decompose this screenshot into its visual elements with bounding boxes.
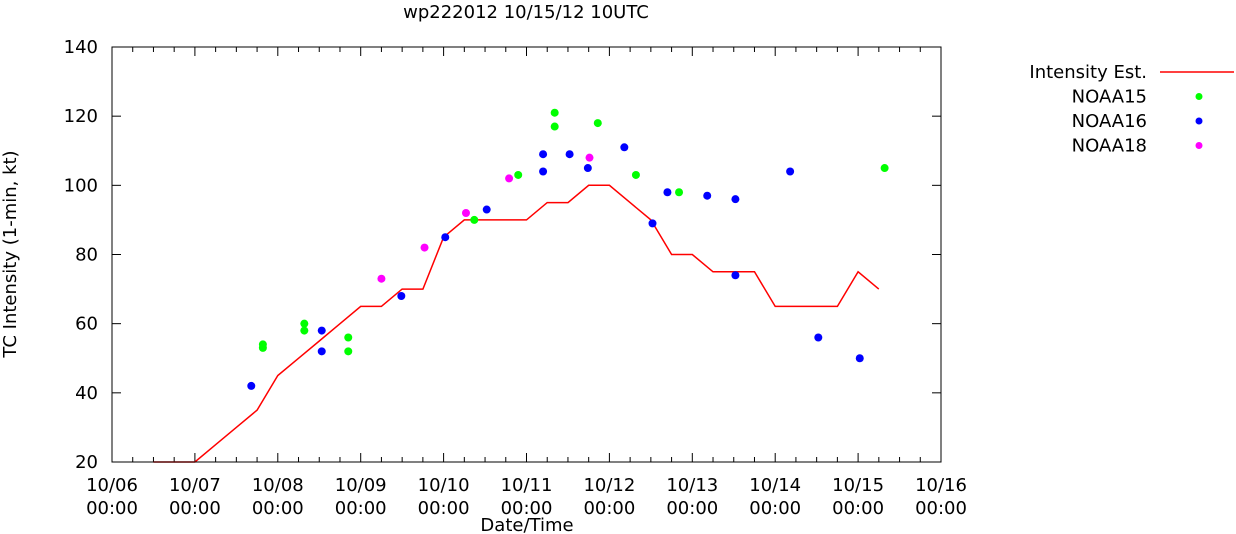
y-tick-label: 20 (75, 452, 98, 473)
x-tick-label-time: 00:00 (86, 498, 138, 519)
legend-swatch-noaa15 (1195, 93, 1203, 100)
x-tick-label-date: 10/10 (418, 475, 470, 496)
data-point-noaa16 (441, 233, 450, 242)
data-point-noaa18 (461, 209, 470, 217)
x-tick-label-date: 10/14 (749, 475, 801, 496)
data-point-noaa15 (300, 326, 309, 335)
data-point-noaa16 (482, 205, 491, 214)
data-point-noaa16 (648, 219, 657, 228)
y-tick-label: 140 (64, 37, 98, 58)
x-tick-label-date: 10/12 (583, 475, 635, 496)
data-point-noaa16 (583, 164, 592, 173)
data-point-noaa16 (317, 326, 326, 335)
y-tick-label: 120 (64, 106, 98, 127)
x-tick-label-date: 10/08 (252, 475, 304, 496)
x-tick-label-date: 10/07 (169, 475, 221, 496)
data-point-noaa18 (420, 243, 429, 252)
y-tick-label: 40 (75, 383, 98, 404)
data-point-noaa15 (300, 319, 309, 328)
x-tick-label-time: 00:00 (832, 498, 884, 519)
legend: Intensity Est. NOAA15 NOAA16 NOAA18 (1029, 62, 1234, 157)
x-tick-label-time: 00:00 (169, 498, 221, 519)
data-point-noaa16 (620, 143, 629, 152)
data-point-noaa15 (550, 122, 559, 131)
data-point-noaa15 (880, 164, 889, 173)
plot-frame (111, 46, 942, 463)
x-tick-label-time: 00:00 (749, 498, 801, 519)
data-point-noaa16 (565, 150, 574, 159)
x-tick-label-date: 10/16 (915, 475, 967, 496)
legend-label-noaa18: NOAA18 (1072, 136, 1147, 157)
x-tick-label-time: 00:00 (252, 498, 304, 519)
data-point-noaa16 (317, 347, 326, 356)
data-point-noaa16 (731, 195, 740, 204)
x-tick-label-date: 10/15 (832, 475, 884, 496)
data-point-noaa16 (539, 150, 548, 159)
data-point-noaa18 (377, 274, 386, 283)
data-point-noaa18 (585, 153, 594, 162)
data-point-noaa15 (675, 188, 684, 197)
y-axis-label: TC Intensity (1-min, kt) (0, 150, 21, 358)
y-tick-label: 100 (64, 175, 98, 196)
data-point-noaa16 (703, 191, 712, 200)
x-tick-label-time: 00:00 (501, 498, 553, 519)
data-point-noaa18 (505, 174, 514, 183)
data-point-noaa16 (663, 188, 672, 197)
data-point-noaa15 (550, 108, 559, 117)
x-tick-label-date: 10/13 (666, 475, 718, 496)
data-point-noaa16 (786, 167, 795, 176)
x-tick-label-time: 00:00 (335, 498, 387, 519)
chart-title: wp222012 10/15/12 10UTC (403, 2, 649, 23)
data-point-noaa15 (344, 333, 353, 342)
data-point-noaa16 (247, 381, 256, 390)
series-line-intensity-est (153, 184, 880, 463)
x-tick-label-time: 00:00 (666, 498, 718, 519)
x-tick-label-time: 00:00 (418, 498, 470, 519)
x-tick-labels: 10/0600:0010/0700:0010/0800:0010/0900:00… (86, 475, 967, 519)
x-tick-label-date: 10/06 (86, 475, 138, 496)
data-point-noaa16 (539, 167, 548, 176)
data-point-noaa15 (344, 347, 353, 356)
y-tick-labels: 20 40 60 80 100 120 140 (64, 37, 98, 473)
data-series (153, 108, 889, 463)
legend-label-noaa15: NOAA15 (1072, 87, 1147, 108)
data-point-noaa15 (593, 119, 602, 128)
x-tick-label-date: 10/11 (501, 475, 553, 496)
data-point-noaa16 (731, 271, 740, 280)
legend-label-noaa16: NOAA16 (1072, 111, 1147, 132)
axis-ticks (111, 46, 942, 463)
data-point-noaa15 (470, 215, 479, 224)
data-point-noaa15 (258, 340, 267, 349)
legend-swatch-noaa16 (1195, 117, 1203, 125)
legend-label-intensity-est: Intensity Est. (1029, 62, 1147, 83)
data-point-noaa16 (855, 354, 864, 363)
y-tick-label: 60 (75, 314, 98, 335)
data-point-noaa15 (514, 170, 523, 179)
data-point-noaa15 (631, 170, 640, 179)
x-tick-label-date: 10/09 (335, 475, 387, 496)
legend-swatch-noaa18 (1195, 142, 1203, 149)
data-point-noaa16 (814, 333, 823, 342)
x-axis-label: Date/Time (480, 515, 573, 534)
x-tick-label-time: 00:00 (915, 498, 967, 519)
data-point-noaa16 (397, 292, 406, 300)
y-tick-label: 80 (75, 245, 98, 266)
x-tick-label-time: 00:00 (583, 498, 635, 519)
